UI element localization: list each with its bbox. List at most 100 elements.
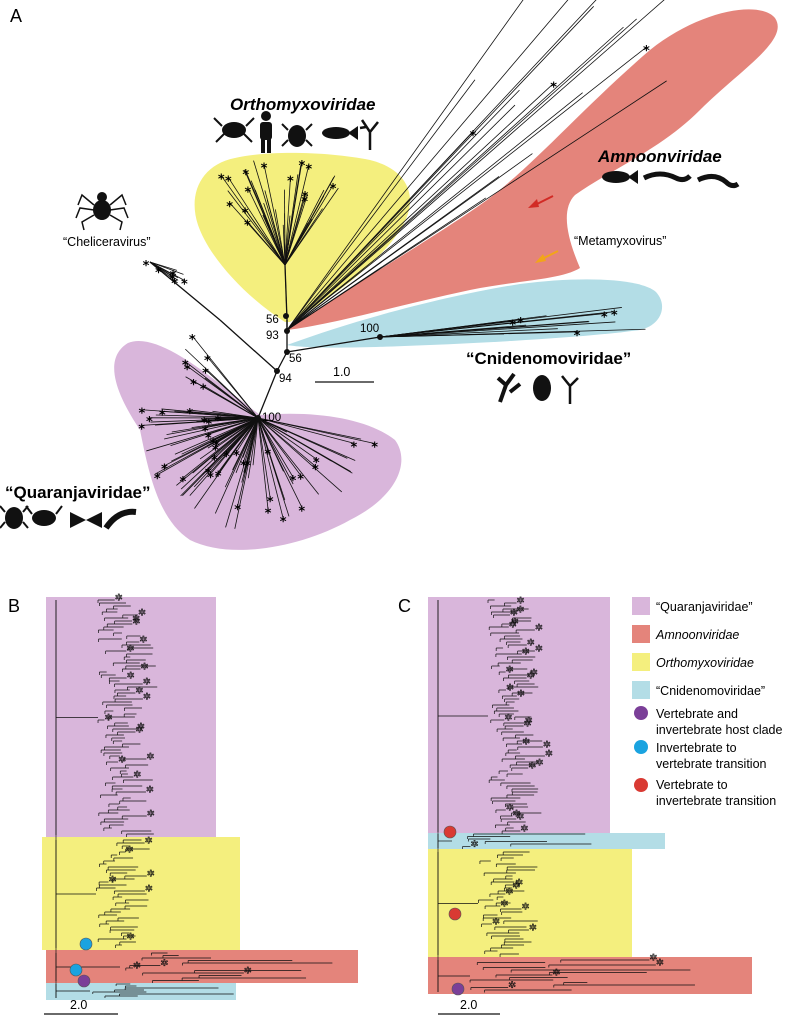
tree-branch — [257, 417, 343, 493]
tree-branch — [286, 0, 569, 331]
tree-branch — [208, 417, 259, 470]
tip-marker: * — [134, 961, 141, 976]
tree-branch — [257, 417, 271, 499]
tip-marker: * — [301, 195, 308, 210]
tree-branch — [149, 261, 185, 281]
tip-marker: * — [233, 449, 240, 464]
tip-marker: * — [493, 917, 500, 932]
tip-marker: * — [524, 719, 531, 734]
tree-branch — [379, 333, 505, 338]
tree-branch — [257, 417, 294, 485]
legend-marker-label: Vertebrate and — [656, 707, 738, 721]
tip-marker: * — [517, 812, 524, 827]
legend-marker-label: Invertebrate to — [656, 741, 737, 755]
tip-marker: * — [280, 515, 287, 530]
tip-marker: * — [146, 415, 153, 430]
tip-marker: * — [506, 803, 513, 818]
tip-marker: * — [127, 932, 134, 947]
tip-marker: * — [330, 182, 337, 197]
tree-branch — [170, 417, 259, 447]
scale-bar-c-label: 2.0 — [460, 998, 477, 1012]
tip-marker: * — [513, 809, 520, 824]
tip-marker: * — [643, 44, 650, 59]
legend-swatch — [632, 653, 650, 671]
salamander-icon — [642, 171, 692, 183]
tree-branch — [225, 417, 259, 528]
tip-marker: * — [505, 713, 512, 728]
salamander-icon — [696, 174, 740, 189]
bootstrap-value: 56 — [266, 314, 279, 326]
tip-marker: * — [205, 417, 212, 432]
tip-marker: * — [144, 692, 151, 707]
tip-marker: * — [211, 454, 218, 469]
tip-marker: * — [147, 785, 154, 800]
tip-marker: * — [140, 635, 147, 650]
tree-branch — [257, 417, 356, 461]
crab-icon — [213, 117, 255, 143]
tip-marker: * — [205, 431, 212, 446]
panel-b-tree: ******** ** ***************** * — [55, 593, 333, 998]
tip-marker: * — [471, 840, 478, 855]
tree-branch — [257, 417, 288, 433]
tree-branch — [284, 177, 291, 266]
tree-branch — [214, 417, 259, 514]
tip-marker: * — [138, 722, 145, 737]
tip-marker: * — [136, 725, 143, 740]
tree-branch — [286, 80, 667, 331]
tip-marker: * — [213, 439, 220, 454]
tree-branch — [246, 417, 259, 463]
tip-marker: * — [305, 162, 312, 177]
moth-icon — [70, 512, 102, 528]
tip-marker: * — [244, 966, 251, 981]
tree-branch — [286, 79, 476, 331]
tip-marker: * — [200, 382, 207, 397]
bootstrap-nodes — [255, 313, 383, 421]
tip-marker: * — [550, 80, 557, 95]
scale-bar-b-label: 2.0 — [70, 998, 87, 1012]
quaranjaviridae-host-icons — [0, 505, 137, 530]
tree-branch — [379, 313, 605, 338]
scale-bar-a-label: 1.0 — [333, 365, 350, 379]
tip-marker: * — [530, 923, 537, 938]
panel-b-invertebrate-to-vertebrate-marker — [79, 937, 93, 951]
tip-marker: * — [535, 644, 542, 659]
tree-branch — [284, 187, 339, 266]
tip-marker: * — [234, 503, 241, 518]
tip-marker: * — [302, 190, 309, 205]
tip-marker: * — [134, 770, 141, 785]
tip-marker: * — [133, 617, 140, 632]
panel-a-tip-markers: ********* * ************* ******* **********… — [138, 44, 650, 530]
amnoonviridae-clade-shade — [287, 9, 778, 331]
tip-marker: * — [212, 444, 219, 459]
tree-branch — [161, 408, 259, 419]
tree-branch — [286, 197, 487, 331]
legend-label: Orthomyxoviridae — [656, 656, 754, 670]
tick-icon — [281, 123, 313, 147]
tip-marker: * — [312, 463, 319, 478]
tip-marker: * — [218, 173, 225, 188]
tip-marker: * — [226, 200, 233, 215]
tip-marker: * — [511, 608, 518, 623]
tip-marker: * — [169, 273, 176, 288]
panel-c-tree: ***** ** *** *** ** *** ***** ******** ** ** *** — [437, 596, 695, 996]
tip-marker: * — [201, 416, 208, 431]
orthomyxoviridae-label: Orthomyxoviridae — [230, 95, 376, 114]
legend-marker-label: invertebrate transition — [656, 794, 776, 808]
tree-branch — [257, 417, 284, 519]
tip-marker: * — [171, 277, 178, 292]
tip-marker: * — [650, 953, 657, 968]
tip-marker: * — [527, 671, 534, 686]
tip-marker: * — [182, 359, 189, 374]
tip-marker: * — [290, 474, 297, 489]
tip-marker: * — [525, 716, 532, 731]
tip-marker: * — [511, 617, 518, 632]
legend-label: “Quaranjaviridae” — [656, 600, 753, 614]
panel-b-cnidenomoviridae-block — [46, 983, 236, 1000]
bootstrap-value: 56 — [289, 353, 302, 365]
tip-marker: * — [506, 887, 513, 902]
panel-b-vertebrate-invertebrate-clade-marker — [77, 974, 91, 988]
legend-label: “Cnidenomoviridae” — [656, 684, 765, 698]
tip-marker: * — [261, 162, 268, 177]
anemone-icon — [533, 375, 551, 401]
panel-c-cnidenomoviridae-block — [428, 833, 665, 849]
